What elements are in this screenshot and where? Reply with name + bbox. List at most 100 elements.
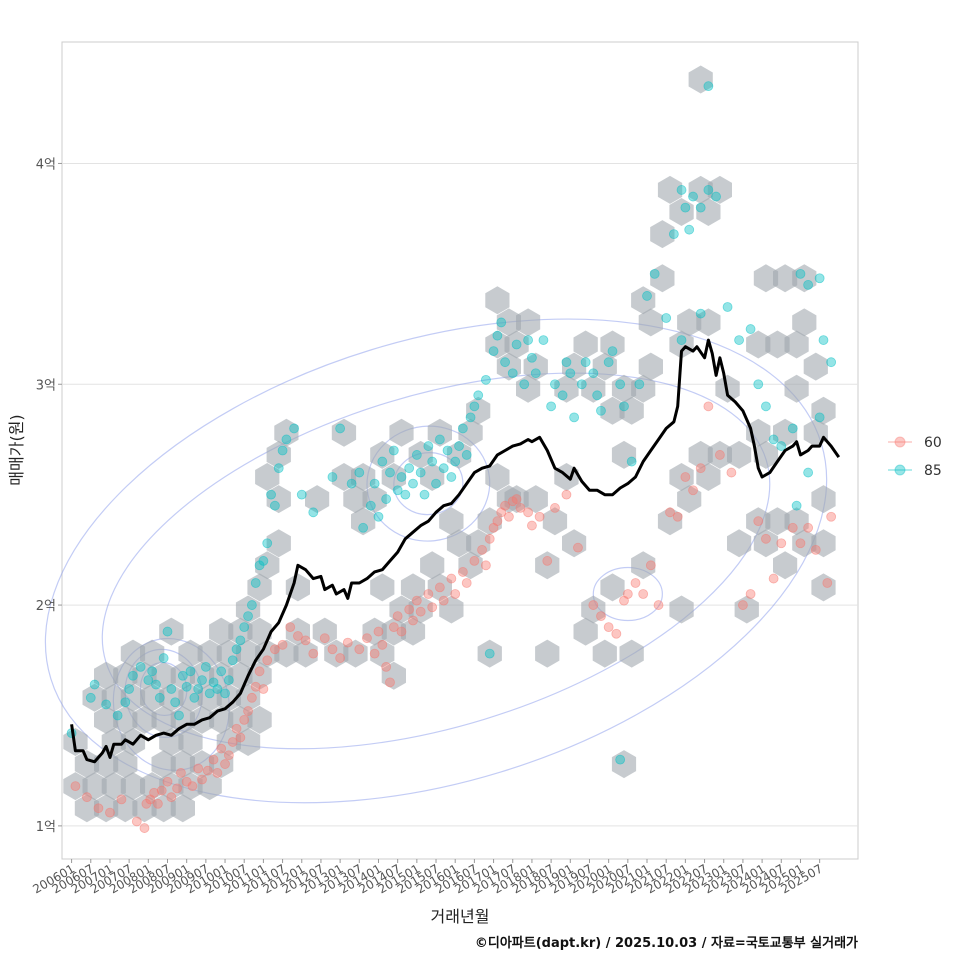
point-85: [120, 697, 131, 708]
point-85: [277, 445, 288, 456]
point-60: [369, 648, 380, 659]
point-60: [239, 714, 250, 725]
point-85: [557, 390, 568, 401]
hex-bin: [74, 750, 100, 779]
hex-bin: [611, 374, 637, 403]
point-85: [289, 423, 299, 434]
point-60: [480, 560, 491, 571]
point-85: [442, 445, 453, 456]
point-85: [258, 556, 269, 566]
point-60: [415, 606, 426, 617]
legend-key-60: [894, 436, 906, 448]
point-60: [153, 798, 163, 809]
hex-bin: [688, 65, 713, 94]
x-axis: 2006012006072007012007072008012008072009…: [30, 859, 825, 897]
point-85: [135, 661, 146, 672]
point-85: [392, 485, 403, 496]
point-60: [362, 633, 372, 644]
point-85: [695, 308, 706, 319]
point-85: [411, 450, 422, 460]
hex-bin: [151, 705, 176, 734]
point-60: [202, 765, 213, 776]
point-85: [147, 666, 158, 677]
hex-bin: [101, 683, 126, 712]
point-60: [396, 626, 407, 637]
hex-bin: [581, 374, 606, 403]
point-85: [235, 635, 246, 646]
hex-bin: [803, 352, 828, 381]
hex-bin: [151, 661, 176, 690]
hex-bin: [677, 308, 702, 337]
point-60: [250, 681, 261, 692]
point-85: [530, 368, 541, 379]
point-85: [814, 273, 825, 284]
hex-bin: [228, 705, 253, 734]
point-85: [204, 688, 215, 699]
hex-bin: [132, 705, 157, 734]
hex-bin: [765, 330, 790, 359]
point-85: [170, 697, 181, 708]
point-85: [162, 626, 173, 637]
hex-bin: [554, 374, 579, 403]
point-85: [500, 357, 510, 368]
point-85: [703, 185, 714, 195]
point-85: [642, 291, 652, 301]
point-60: [542, 556, 553, 566]
point-85: [231, 644, 242, 655]
point-60: [197, 774, 207, 785]
point-60: [392, 611, 403, 622]
hex-bin: [466, 529, 491, 558]
hex-bin: [811, 396, 836, 425]
point-85: [546, 401, 557, 412]
point-60: [342, 637, 353, 648]
point-85: [124, 684, 135, 694]
hex-bin: [94, 661, 119, 690]
hex-bin: [696, 198, 721, 226]
point-60: [469, 556, 480, 566]
point-85: [527, 352, 537, 363]
point-85: [262, 538, 273, 549]
point-85: [197, 675, 207, 686]
point-85: [89, 679, 100, 690]
point-60: [726, 467, 737, 478]
hex-bin: [535, 639, 560, 668]
hex-bin: [209, 617, 234, 646]
hex-bin: [688, 440, 713, 469]
point-85: [561, 357, 572, 368]
hex-bin: [370, 573, 395, 602]
point-60: [438, 595, 449, 606]
point-60: [787, 522, 798, 533]
point-85: [423, 441, 434, 451]
point-85: [768, 434, 779, 445]
hex-bin: [274, 639, 299, 668]
point-85: [243, 611, 253, 622]
point-85: [327, 472, 338, 482]
point-85: [143, 675, 154, 686]
point-85: [415, 467, 426, 478]
point-60: [208, 754, 219, 765]
hex-bin: [619, 639, 644, 668]
hex-bin: [446, 529, 472, 558]
hex-bin: [420, 463, 445, 491]
hex-bin: [132, 661, 157, 690]
point-60: [477, 544, 487, 555]
point-85: [761, 401, 771, 412]
hex-bin: [343, 485, 368, 514]
point-85: [619, 401, 629, 412]
hex-bin: [74, 794, 100, 823]
point-60: [500, 500, 510, 511]
point-60: [116, 794, 127, 805]
hex-bin: [197, 772, 222, 801]
hex-bin: [235, 728, 261, 756]
point-85: [273, 463, 284, 474]
point-60: [714, 450, 725, 460]
point-85: [634, 379, 645, 390]
hex-bin: [466, 396, 491, 425]
point-60: [381, 661, 392, 672]
hex-bin: [82, 683, 107, 712]
hex-bin: [477, 507, 502, 536]
point-60: [373, 626, 384, 637]
point-60: [327, 644, 338, 655]
point-85: [446, 472, 457, 482]
point-60: [300, 635, 311, 646]
